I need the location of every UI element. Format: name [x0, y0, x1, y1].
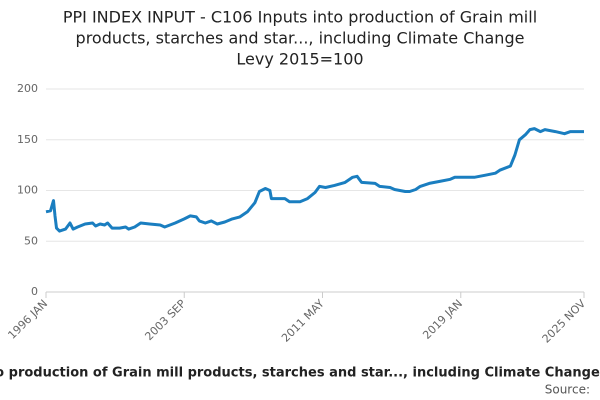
y-tick-label: 100 — [17, 184, 38, 197]
chart-title: Levy 2015=100 — [236, 50, 363, 69]
x-tick-label: 2025 NOV — [540, 297, 589, 346]
y-tick-label: 150 — [17, 133, 38, 146]
chart-title: PPI INDEX INPUT - C106 Inputs into produ… — [63, 8, 537, 27]
line — [45, 127, 584, 233]
chart-title: products, starches and star..., includin… — [76, 29, 525, 48]
x-tick-label: 2003 SEP — [142, 297, 188, 343]
y-tick-label: 200 — [17, 82, 38, 95]
caption: C106 Inputs into production of Grain mil… — [0, 366, 600, 381]
y-tick-label: 50 — [24, 234, 38, 247]
y-tick-label: 0 — [31, 285, 38, 298]
x-tick-label: 2011 MAY — [279, 297, 327, 345]
x-tick-label: 2019 JAN — [420, 297, 465, 342]
source: Source: — [545, 383, 590, 397]
x-tick-label: 1996 JAN — [5, 297, 50, 342]
